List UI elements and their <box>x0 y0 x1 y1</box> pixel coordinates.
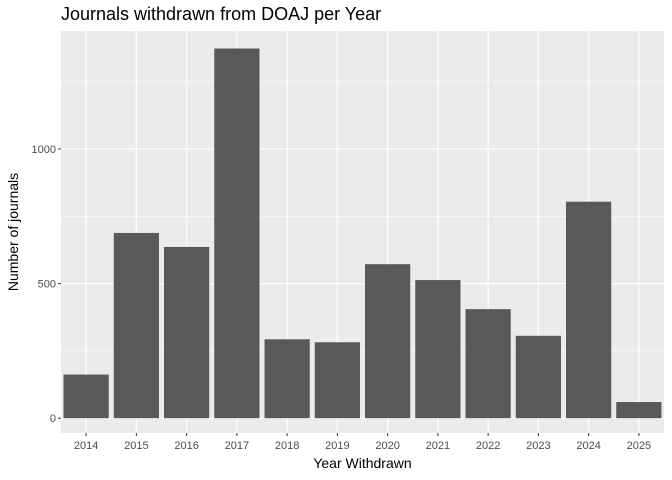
x-tick-label: 2022 <box>476 440 500 452</box>
x-tick-label: 2020 <box>375 440 399 452</box>
x-tick-label: 2021 <box>426 440 450 452</box>
bar-2021 <box>415 280 461 419</box>
bars <box>63 48 662 419</box>
bar-2015 <box>113 232 159 419</box>
x-tick-label: 2017 <box>225 440 249 452</box>
bar-2022 <box>465 309 511 419</box>
x-axis: 2014 2015 2016 2017 2018 2019 2020 2021 2022 2023… <box>74 433 651 452</box>
minor-gridlines <box>61 81 664 352</box>
bar-2018 <box>264 339 310 419</box>
bar-2020 <box>365 264 411 419</box>
x-tick-label: 2015 <box>124 440 148 452</box>
bar-2023 <box>515 335 561 419</box>
x-tick-label: 2023 <box>526 440 550 452</box>
y-axis: 0 500 1000 <box>32 144 61 425</box>
plot-panel <box>61 31 664 433</box>
bar-2019 <box>314 342 360 419</box>
bar-2017 <box>214 48 260 419</box>
x-tick-label: 2018 <box>275 440 299 452</box>
x-tick-label: 2019 <box>325 440 349 452</box>
x-tick-label: 2014 <box>74 440 98 452</box>
y-tick-label: 1000 <box>32 144 56 156</box>
bar-2016 <box>164 246 210 419</box>
bar-2025 <box>616 402 662 419</box>
x-axis-title: Year Withdrawn <box>313 455 411 471</box>
x-tick-label: 2025 <box>627 440 651 452</box>
y-axis-title: Number of journals <box>5 173 21 291</box>
bar-2014 <box>63 374 109 419</box>
bar-2024 <box>566 201 612 419</box>
x-tick-label: 2024 <box>576 440 600 452</box>
x-tick-label: 2016 <box>174 440 198 452</box>
chart-title: Journals withdrawn from DOAJ per Year <box>61 4 382 24</box>
y-tick-label: 0 <box>50 413 56 425</box>
y-tick-label: 500 <box>38 279 56 291</box>
